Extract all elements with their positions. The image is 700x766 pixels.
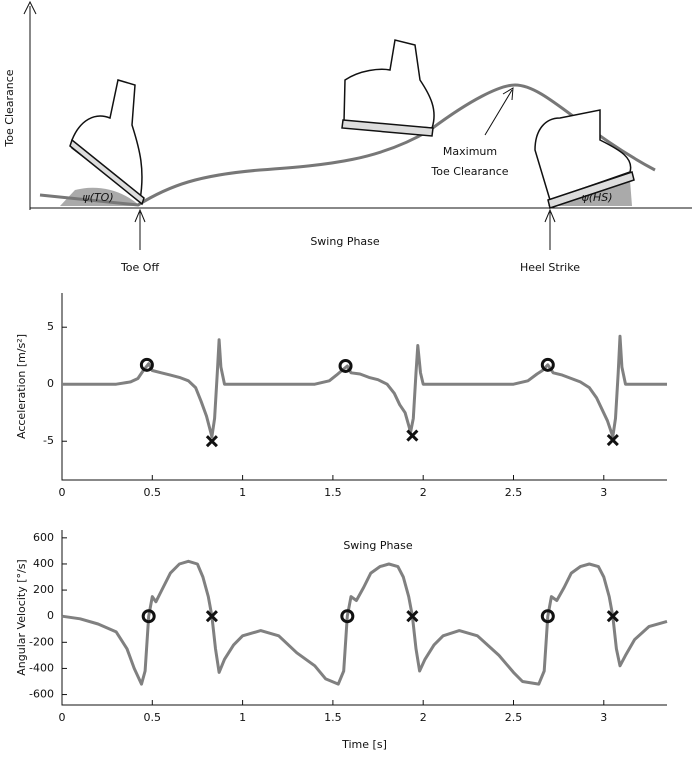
circle-marker (139, 357, 154, 372)
x-tick-label: 3 (600, 711, 607, 724)
x-tick-label: 2 (420, 486, 427, 499)
y-label: Toe Clearance (3, 69, 16, 147)
x-tick-label: 3 (600, 486, 607, 499)
y-tick-label: 600 (33, 531, 54, 544)
y-tick-label: 0 (47, 609, 54, 622)
x-label: Swing Phase (310, 235, 380, 248)
shoe (341, 39, 435, 137)
circle-marker (338, 358, 353, 373)
y-tick-label: 200 (33, 583, 54, 596)
x-tick-label: 0 (59, 711, 66, 724)
shoe (534, 109, 635, 209)
x-tick-label: 1 (239, 486, 246, 499)
cross-marker (406, 429, 419, 442)
angle-label: ψ(HS) (581, 191, 612, 204)
x-tick-label: 2.5 (505, 486, 523, 499)
cross-marker (606, 434, 619, 447)
arrow (134, 208, 146, 250)
label: Heel Strike (520, 261, 580, 274)
cross-marker (406, 610, 419, 623)
y-tick-label: -600 (29, 688, 54, 701)
x-tick-label: 1 (239, 711, 246, 724)
signal-line (61, 559, 668, 686)
cross-marker (205, 610, 218, 623)
angle-label: ψ(TO) (82, 191, 113, 204)
x-tick-label: 1.5 (324, 711, 342, 724)
x-tick-label: 0.5 (144, 711, 162, 724)
label: Toe Clearance (430, 165, 508, 178)
y-tick-label: -200 (29, 635, 54, 648)
chart: -600 -400 -200 0 200 400 600 0 0.5 1 1.5 2 2.5 3 Angul… (15, 530, 668, 751)
cross-marker (205, 435, 218, 448)
y-label: Angular Velocity [°/s] (15, 559, 28, 675)
chart: -5 0 5 0 0.5 1 1.5 2 2.5 3 Acceleration [m/s²] (15, 293, 667, 499)
label: Toe Off (120, 261, 160, 274)
x-tick-label: 1.5 (324, 486, 342, 499)
x-tick-label: 0.5 (144, 486, 162, 499)
y-tick-label: 0 (47, 377, 54, 390)
x-label: Time [s] (341, 738, 387, 751)
y-axis (23, 0, 37, 210)
x-tick-label: 2.5 (505, 711, 523, 724)
cross-marker (606, 610, 619, 623)
angle-wedge (60, 187, 140, 206)
shoe (69, 79, 145, 206)
annotation: Swing Phase (343, 539, 413, 552)
y-tick-label: -400 (29, 661, 54, 674)
x-tick-label: 2 (420, 711, 427, 724)
x-tick-label: 0 (59, 486, 66, 499)
circle-marker (141, 609, 156, 624)
circle-marker (340, 609, 355, 624)
signal-line (62, 334, 667, 439)
y-tick-label: 400 (33, 557, 54, 570)
y-tick-label: -5 (43, 434, 54, 447)
arrow (484, 87, 514, 136)
label: Maximum (443, 145, 497, 158)
y-label: Acceleration [m/s²] (15, 334, 28, 439)
diagram: Toe Clearance Swing Phase Toe Off Heel S… (3, 0, 692, 274)
arrow (544, 208, 556, 250)
axis (61, 293, 667, 481)
circle-marker (540, 357, 555, 372)
y-tick-label: 5 (47, 320, 54, 333)
circle-marker (540, 609, 555, 624)
